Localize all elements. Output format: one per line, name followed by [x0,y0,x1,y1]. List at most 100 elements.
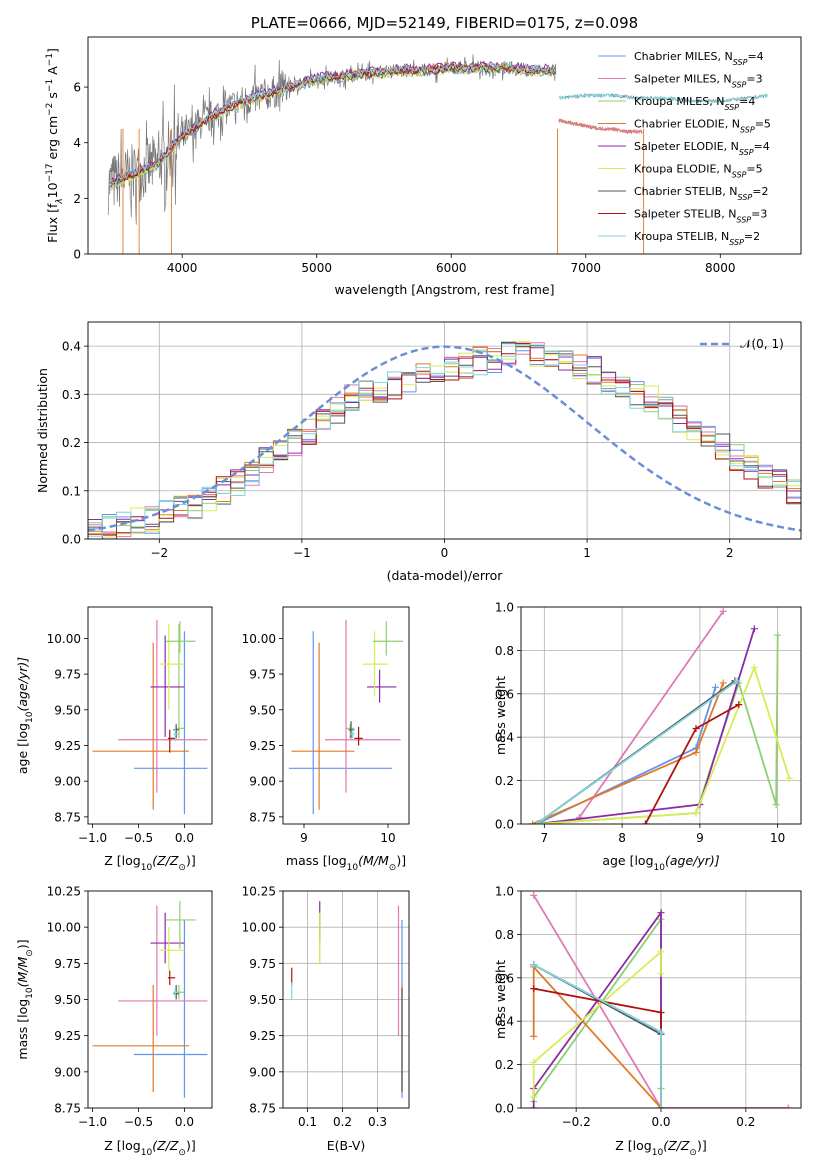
legend-text: Kroupa STELIB, N [634,230,729,243]
x-tick-label: −1.0 [78,1115,107,1129]
label-part: erg cm [45,116,60,164]
weight-marker [750,664,758,672]
red-segment-line [558,92,768,104]
model-line [109,62,556,186]
y-tick-label: 0.6 [495,971,514,985]
weight-line [532,909,662,1108]
label-part: ⊙ [25,949,35,957]
x-tick-label: 1 [583,546,591,560]
weight-marker [711,683,719,691]
model-line [109,64,556,187]
axes-frame [520,606,802,825]
legend-tail: =2 [752,185,768,198]
label-part: mass [log [286,853,347,868]
legend-tail: =5 [755,118,771,131]
label-part: (Z/Z [152,853,179,868]
y-tick-label: 10.00 [47,921,81,935]
chart-title: PLATE=0666, MJD=52149, FIBERID=0175, z=0… [251,14,638,32]
label-part: s [45,92,60,103]
x-axis-label: Z [log10(Z/Z⊙)] [615,1138,706,1158]
y-axis-label: mass weight [493,676,508,755]
y-tick-label: 0.1 [62,484,81,498]
weight-marker [530,985,538,993]
y-axis-label: mass weight [493,960,508,1039]
y-tick-label: 9.50 [249,993,276,1007]
weight-vs-metallicity-panel: −0.2 0.0 0.2 0.0 0.2 0.4 0.6 0.8 1.0 mass weight Z… [493,885,802,1158]
x-tick-label: −0.2 [562,1115,591,1129]
model-line [109,63,556,185]
x-tick-label: 7000 [570,261,601,275]
weight-line [536,628,756,824]
legend-text: Salpeter STELIB, N [634,208,736,221]
weight-marker [657,1009,665,1017]
weight-line [532,916,662,1102]
plot-area [107,54,768,254]
legend-tail: =2 [744,230,760,243]
x-tick-label: 0.0 [175,831,194,845]
x-axis-label: age [log10(age/yr)] [602,853,719,873]
label-part: Z [log [615,1138,651,1153]
legend-text: Chabrier MILES, N [634,50,733,63]
legend-entry: Kroupa STELIB, NSSP=2 [634,230,760,247]
y-tick-label: 9.50 [54,993,81,1007]
weight-line [532,894,789,1108]
weight-marker [719,607,727,615]
label-part: A [45,66,60,79]
x-tick-label: −0.5 [124,1115,153,1129]
y-tick-label: 9.25 [249,739,276,753]
x-tick-label: 4000 [167,261,198,275]
y-tick-label: 0.2 [495,1058,514,1072]
y-tick-label: 0 [73,248,81,262]
legend-tail: =5 [746,163,762,176]
label-part: ⊙ [178,863,186,873]
x-tick-label: −2 [150,546,168,560]
y-tick-label: 10.00 [242,921,276,935]
weight-marker [785,774,793,782]
weight-marker [533,820,541,824]
label-part: (age/yr)] [665,853,720,868]
x-axis-label: mass [log10(M/M⊙)] [286,853,406,873]
axes-frame [282,890,410,1109]
plot-area [92,901,208,1098]
label-part: ] [45,48,60,53]
residuals-panel: −2 −1 0 1 2 0.0 0.1 0.2 0.3 0.4 (data-model)/error… [35,321,802,583]
weight-line [536,635,779,824]
y-tick-label: 0.6 [495,687,514,701]
y-tick-label: 9.50 [54,703,81,717]
label-part: )] [186,1138,196,1153]
x-tick-label: 8 [618,831,626,845]
weight-line [536,680,738,824]
weight-marker [735,701,743,709]
weight-marker [575,813,583,821]
residual-histogram [88,342,801,539]
y-tick-label: 9.00 [249,1065,276,1079]
y-tick-label: 9.00 [54,1065,81,1079]
y-tick-label: 8.75 [249,810,276,824]
y-axis-label: Flux [fλ10−17 erg cm−2 s−1 A−1] [45,48,65,243]
y-tick-label: 6 [73,81,81,95]
weight-marker [641,820,649,824]
label-part: mass [log [15,999,30,1060]
y-tick-label: 10.00 [47,632,81,646]
weight-marker [657,1104,665,1108]
x-tick-label: 0.0 [175,1115,194,1129]
legend-text: Chabrier ELODIE, N [634,118,740,131]
y-tick-label: 10.00 [242,632,276,646]
legend-text: Salpeter MILES, N [634,73,732,86]
y-tick-label: 9.50 [249,703,276,717]
y-tick-label: 9.25 [54,1029,81,1043]
mass-vs-ebv-panel: 0.1 0.2 0.3 8.75 9.00 9.25 9.50 9.75 10.00 10.25 E… [242,885,410,1153]
spectrum-panel: 4000 5000 6000 7000 8000 0 2 4 6 PLATE=0666, MJD=… [45,14,802,297]
label-part: 10 [25,711,35,723]
x-tick-label: 8000 [705,261,736,275]
x-axis-label: E(B-V) [327,1138,366,1153]
label-part: ⊙ [178,1148,186,1158]
y-tick-label: 0.0 [495,818,514,832]
x-tick-label: 0.2 [736,1115,755,1129]
plot-area [530,891,792,1108]
weight-marker [657,969,665,977]
axes-frame [520,890,802,1109]
weight-line [532,964,662,1108]
x-axis-label: Z [log10(Z/Z⊙)] [104,853,195,873]
